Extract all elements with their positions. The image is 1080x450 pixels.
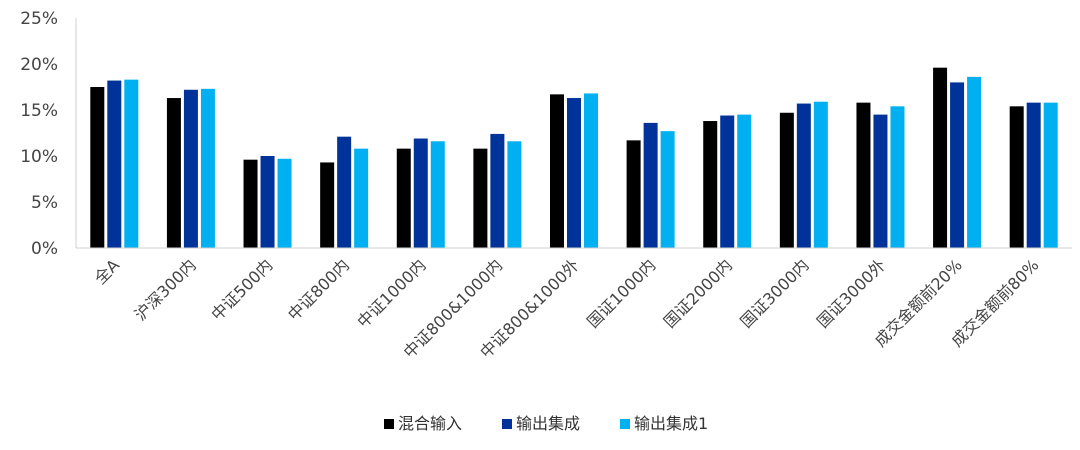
bar-3-10 bbox=[813, 101, 828, 248]
bar-3-3 bbox=[277, 158, 292, 248]
bar-3-11 bbox=[890, 106, 905, 248]
legend-label-1: 混合输入 bbox=[398, 414, 462, 433]
bar-2-9 bbox=[720, 115, 735, 249]
bar-1-6 bbox=[473, 148, 488, 248]
bar-3-13 bbox=[1043, 102, 1058, 248]
y-tick-label: 25% bbox=[20, 9, 58, 29]
bar-1-3 bbox=[243, 159, 258, 248]
bar-1-11 bbox=[856, 102, 871, 248]
y-tick-label: 0% bbox=[31, 239, 58, 259]
bar-1-12 bbox=[933, 67, 948, 249]
y-tick-label: 15% bbox=[20, 101, 58, 121]
bar-1-8 bbox=[626, 140, 641, 248]
bar-2-11 bbox=[873, 114, 888, 248]
bar-1-2 bbox=[166, 98, 181, 248]
bars bbox=[90, 67, 1058, 249]
bar-1-13 bbox=[1009, 106, 1024, 248]
x-tick-label: 国证3000外 bbox=[813, 255, 889, 331]
bar-3-4 bbox=[354, 148, 369, 248]
x-tick-label: 中证1000内 bbox=[353, 255, 429, 331]
x-tick-label: 国证1000内 bbox=[583, 255, 659, 331]
y-tick-label: 20% bbox=[20, 55, 58, 75]
bar-2-6 bbox=[490, 133, 505, 248]
bar-3-9 bbox=[737, 114, 752, 248]
bar-2-10 bbox=[796, 103, 811, 248]
x-tick-label: 国证3000内 bbox=[736, 255, 812, 331]
bar-3-5 bbox=[430, 141, 445, 248]
bar-3-6 bbox=[507, 141, 522, 248]
bar-2-3 bbox=[260, 156, 275, 248]
legend-swatch-2 bbox=[502, 419, 512, 429]
bar-1-7 bbox=[550, 94, 564, 248]
legend-label-3: 输出集成1 bbox=[634, 414, 708, 433]
y-axis: 0% 5% 10% 15% 20% 25% bbox=[20, 9, 77, 259]
bar-2-1 bbox=[107, 80, 122, 248]
x-tick-label: 沪深300内 bbox=[131, 255, 200, 324]
bar-1-4 bbox=[320, 162, 335, 248]
bar-2-12 bbox=[950, 82, 965, 249]
bar-3-2 bbox=[200, 88, 215, 248]
bar-1-5 bbox=[396, 148, 411, 248]
x-axis: 全A 沪深300内 中证500内 中证800内 中证1000内中证800&1000内中证… bbox=[76, 247, 1072, 362]
y-tick-label: 5% bbox=[31, 193, 58, 213]
bar-3-1 bbox=[124, 79, 139, 248]
bar-3-7 bbox=[584, 93, 598, 248]
legend-swatch-1 bbox=[384, 419, 394, 429]
bar-2-2 bbox=[183, 89, 198, 248]
x-tick-label: 中证800内 bbox=[284, 255, 353, 324]
bar-2-4 bbox=[337, 136, 352, 248]
x-tick-label: 中证500内 bbox=[207, 255, 276, 324]
y-tick-label: 10% bbox=[20, 147, 58, 167]
bar-2-8 bbox=[643, 122, 658, 248]
bar-2-13 bbox=[1026, 102, 1041, 248]
x-tick-label: 国证2000内 bbox=[660, 255, 736, 331]
bar-2-5 bbox=[413, 138, 428, 248]
x-tick-label: 全A bbox=[91, 255, 124, 288]
bar-1-10 bbox=[779, 112, 794, 248]
legend-label-2: 输出集成 bbox=[516, 414, 580, 433]
legend: 混合输入 输出集成 输出集成1 bbox=[384, 414, 708, 433]
bar-1-1 bbox=[90, 87, 105, 248]
bar-1-9 bbox=[703, 121, 718, 248]
bar-3-8 bbox=[660, 131, 675, 248]
legend-swatch-3 bbox=[620, 419, 630, 429]
bar-2-7 bbox=[567, 98, 581, 248]
bar-3-12 bbox=[967, 76, 982, 248]
